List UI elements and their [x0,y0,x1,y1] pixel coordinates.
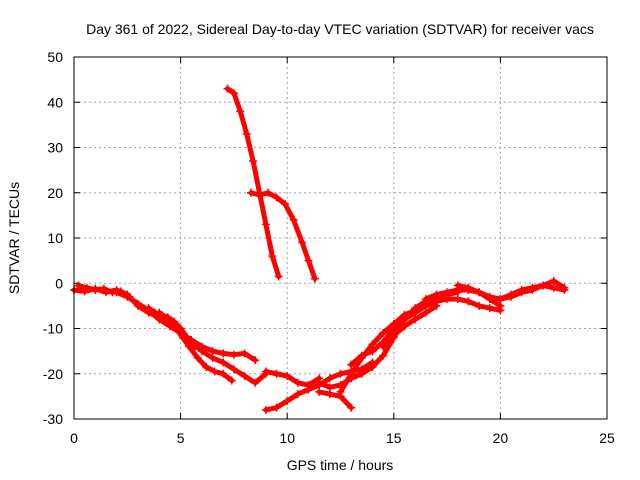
plot-frame [73,56,608,420]
y-tick-label: 10 [47,230,63,246]
series-line [316,389,354,411]
series-arc-18 [246,188,319,283]
y-tick-label: -30 [43,411,63,427]
x-tick-label: 15 [386,430,402,446]
x-tick-label: 25 [599,430,615,446]
y-tick-label: 50 [47,49,63,65]
series-arc-6 [172,324,236,385]
y-axis-label: SDTVAR / TECUs [6,182,22,294]
y-tick-label: 40 [47,94,63,110]
x-tick-label: 5 [177,430,185,446]
y-tick-label: 20 [47,185,63,201]
chart-title: Day 361 of 2022, Sidereal Day-to-day VTE… [86,21,594,37]
x-tick-labels: 0 5 10 15 20 25 [70,430,615,446]
x-axis-label: GPS time / hours [287,457,394,473]
y-tick-labels: -30 -20 -10 0 10 20 30 40 50 [43,49,63,427]
series-arc-16 [496,276,569,304]
x-tick-label: 0 [70,430,78,446]
y-tick-label: -20 [43,366,63,382]
series-arc-15 [453,281,505,310]
series-line [380,303,439,350]
x-tick-label: 10 [279,430,295,446]
x-tick-label: 20 [493,430,509,446]
series-arc-13 [347,295,505,369]
series-line [338,307,418,395]
series-arc-12 [379,301,441,351]
y-tick-label: 0 [55,275,63,291]
y-tick-label: -10 [43,321,63,337]
y-tick-label: 30 [47,140,63,156]
series-arc-10 [315,387,356,412]
series-layer [70,84,569,414]
